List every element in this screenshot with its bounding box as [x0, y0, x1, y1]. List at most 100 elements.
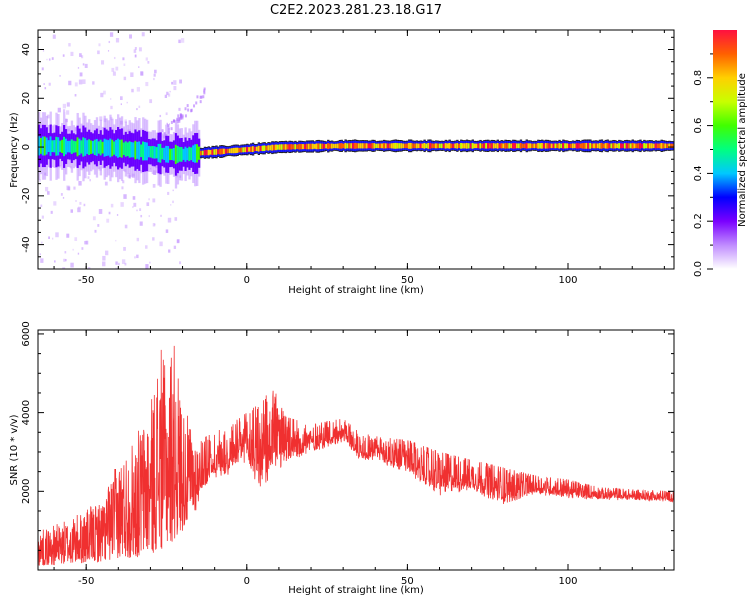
spectrogram-speckle: [140, 214, 143, 218]
spectrogram-speckle: [152, 237, 155, 241]
spectrogram-speckle: [123, 194, 127, 199]
spectrogram-cell: [282, 144, 286, 150]
spectrogram-speckle: [41, 241, 43, 244]
spectrogram-speckle: [108, 211, 111, 215]
spectrogram-cell: [323, 143, 326, 149]
spectrogram-speckle: [42, 49, 45, 52]
spectrogram-cell: [390, 143, 394, 149]
spectrogram-cell: [259, 146, 262, 152]
spectrogram-cell: [271, 144, 274, 151]
spectrogram-cell: [479, 143, 482, 149]
spectrogram-cell: [508, 143, 511, 149]
spectrogram-cell: [506, 143, 509, 149]
spectrogram-speckle: [105, 250, 109, 256]
spectrogram-cell: [265, 145, 268, 151]
spectrogram-speckle: [41, 67, 44, 71]
spectrogram-speckle: [153, 73, 156, 77]
spectrogram-cell: [99, 139, 102, 156]
spectrogram-cell: [504, 143, 507, 149]
spectrogram-speckle: [146, 202, 150, 207]
snr-ticks: -50 0 50 100 2000 4000 6000: [21, 321, 674, 587]
spectrogram-speckle: [98, 43, 101, 47]
spectrogram-cell: [317, 143, 320, 150]
spectrogram-cell: [487, 143, 490, 149]
spectrogram-speckle: [75, 200, 77, 202]
spectrogram-cell: [97, 141, 101, 154]
spectrogram-cell: [631, 142, 634, 149]
spectrogram-speckle: [85, 240, 89, 245]
spectrogram-cell: [161, 147, 164, 160]
spectrogram-cell: [321, 143, 324, 149]
spectrogram-speckle: [154, 69, 157, 74]
spectrogram-cell: [215, 148, 218, 155]
spectrogram-cell: [417, 143, 420, 149]
spectrogram-cell: [142, 141, 145, 161]
spectrogram-speckle: [173, 80, 177, 85]
spectrogram-cell: [541, 143, 544, 149]
spectrogram-speckle: [87, 267, 91, 269]
spectrogram-speckle: [121, 259, 126, 264]
spectrogram-cell: [419, 143, 422, 149]
spectrogram-speckle: [89, 179, 92, 182]
spectrogram-speckle: [172, 200, 174, 204]
spectrogram-speckle: [170, 204, 172, 206]
spectrogram-cell: [261, 145, 264, 152]
spectrogram-cell: [327, 143, 330, 150]
spectrogram-speckle: [140, 71, 144, 76]
spectrogram-speckle: [139, 208, 142, 211]
spectrogram-cell: [363, 143, 367, 149]
spectrogram-speckle: [55, 232, 59, 238]
spectrogram-speckle: [173, 119, 176, 123]
spectrogram-cell: [423, 142, 426, 149]
spectrogram-cell: [367, 143, 370, 149]
spectrogram-cell: [668, 143, 671, 149]
spectrogram-speckle: [170, 127, 173, 131]
spectrogram-cell: [610, 143, 613, 149]
spectrogram-speckle: [80, 55, 84, 59]
spectrogram-cell: [90, 140, 93, 154]
spectrogram-x-tick-label: -50: [78, 275, 94, 286]
spectrogram-cell: [49, 136, 52, 156]
spectrogram-cell: [623, 143, 627, 149]
spectrogram-cell: [59, 140, 62, 152]
spectrogram-cell: [111, 139, 114, 157]
spectrogram-cell: [224, 148, 228, 154]
spectrogram-cell: [450, 143, 453, 149]
spectrogram-cell: [604, 143, 607, 149]
spectrogram-cell: [290, 144, 293, 150]
spectrogram-x-tick-label: 100: [558, 275, 577, 286]
spectrogram-cell: [421, 143, 424, 149]
spectrogram-cell: [103, 138, 106, 157]
spectrogram-speckle: [136, 87, 140, 92]
spectrogram-cell: [350, 143, 353, 149]
spectrogram-speckle: [165, 112, 168, 116]
spectrogram-cell: [157, 143, 160, 163]
spectrogram-cell: [64, 138, 68, 155]
spectrogram-speckle: [41, 215, 44, 219]
spectrogram-cell: [138, 141, 141, 160]
spectrogram-speckle: [51, 57, 54, 60]
spectrogram-speckle: [174, 217, 178, 221]
snr-x-axis-label: Height of straight line (km): [288, 585, 424, 596]
spectrogram-cell: [521, 143, 525, 149]
spectrogram-speckle: [184, 107, 187, 111]
spectrogram-speckle: [178, 107, 181, 111]
spectrogram-cell: [587, 142, 590, 149]
spectrogram-speckle: [199, 95, 202, 99]
spectrogram-cell: [488, 143, 492, 149]
spectrogram-cell: [639, 142, 642, 149]
spectrogram-cell: [627, 143, 631, 149]
spectrogram-cell: [602, 143, 606, 149]
spectrogram-cell: [172, 148, 176, 161]
spectrogram-cell: [95, 138, 99, 156]
spectrogram-cell: [238, 147, 241, 153]
spectrogram-cell: [242, 147, 245, 153]
spectrogram-speckle: [166, 122, 169, 125]
spectrogram-speckle: [120, 103, 122, 106]
spectrogram-speckle: [134, 47, 137, 50]
spectrogram-cell: [548, 143, 552, 149]
spectrogram-speckle: [159, 114, 162, 118]
spectrogram-speckle: [66, 102, 70, 107]
spectrogram-cell: [354, 142, 357, 149]
spectrogram-speckle: [62, 109, 66, 113]
